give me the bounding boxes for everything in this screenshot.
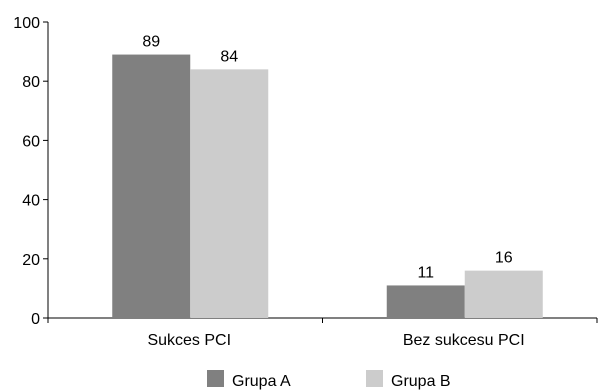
- bar: [112, 54, 191, 319]
- legend-label: Grupa A: [232, 373, 291, 390]
- bar: [464, 270, 543, 318]
- y-tick-label: 60: [22, 133, 40, 150]
- y-axis: 0 20 40 60 80 100: [13, 15, 49, 328]
- y-tick-label: 0: [31, 311, 40, 328]
- data-labels: 89 84 11 16: [142, 34, 512, 282]
- legend-swatch: [207, 370, 224, 387]
- data-label: 89: [142, 34, 160, 51]
- bar: [190, 69, 269, 318]
- y-tick-label: 40: [22, 193, 40, 210]
- legend-swatch: [366, 370, 383, 387]
- data-label: 16: [495, 250, 513, 267]
- bars: [112, 54, 543, 319]
- bar: [386, 285, 465, 318]
- data-label: 84: [220, 48, 238, 65]
- y-tick-label: 20: [22, 252, 40, 269]
- category-label: Sukces PCI: [147, 332, 231, 349]
- data-label: 11: [417, 264, 434, 281]
- category-label: Bez sukcesu PCI: [403, 332, 525, 349]
- y-tick-label: 100: [13, 15, 40, 32]
- y-tick-label: 80: [22, 74, 40, 91]
- legend: Grupa A Grupa B: [207, 370, 451, 390]
- x-axis: Sukces PCI Bez sukcesu PCI: [47, 317, 598, 349]
- legend-label: Grupa B: [391, 373, 451, 390]
